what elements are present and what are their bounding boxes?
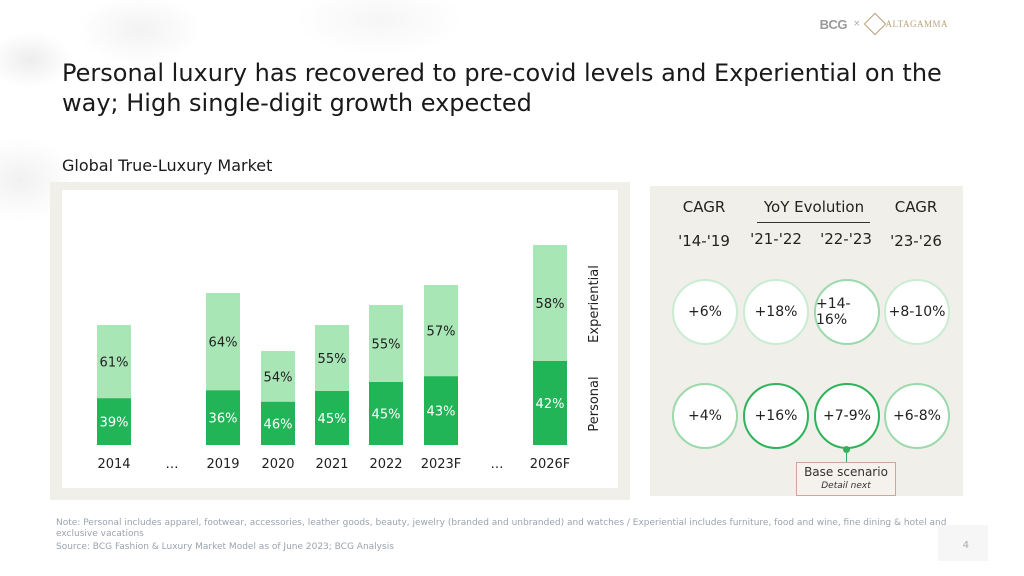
label-experiential-2019: 64% bbox=[209, 336, 238, 351]
x-tick-6: 2023F bbox=[421, 457, 462, 472]
label-experiential-2026F: 58% bbox=[536, 297, 565, 312]
bar-personal-2021 bbox=[315, 391, 349, 445]
bar-personal-2023F bbox=[424, 376, 458, 445]
stacked-bar-chart: 39% 61% 2014 … 36% 64% 2019 46% 54% 2020 45% 55% 202… bbox=[97, 245, 602, 472]
personal-yoy-21-22: +16% bbox=[743, 383, 809, 449]
bcg-logo: BCG bbox=[819, 16, 848, 32]
bar-experiential-2026F bbox=[533, 245, 567, 361]
chart-subtitle: Global True-Luxury Market bbox=[62, 156, 273, 175]
bar-experiential-2019 bbox=[206, 293, 240, 391]
label-experiential-2020: 54% bbox=[264, 370, 293, 385]
label-personal-2019: 36% bbox=[209, 412, 238, 427]
altagamma-mark-icon bbox=[863, 12, 886, 36]
altagamma-logo: ALTAGAMMA bbox=[863, 12, 948, 36]
bar-experiential-2022 bbox=[369, 305, 403, 382]
bar-personal-2019 bbox=[206, 390, 240, 445]
x-tick-1: … bbox=[166, 457, 179, 472]
bar-experiential-2021 bbox=[315, 325, 349, 391]
label-personal-2020: 46% bbox=[264, 417, 293, 432]
base-scenario-detail-link[interactable]: Detail next bbox=[821, 481, 871, 491]
label-experiential-2021: 55% bbox=[318, 352, 347, 367]
label-experiential-2022: 55% bbox=[372, 338, 401, 353]
bar-personal-2020 bbox=[261, 401, 295, 445]
cagr-left-header: CAGR bbox=[682, 198, 726, 216]
legend-personal: Personal bbox=[587, 376, 602, 431]
experiential-yoy-22-23: +14-16% bbox=[814, 279, 880, 345]
bar-experiential-2023F bbox=[424, 285, 458, 377]
bar-personal-2022 bbox=[369, 382, 403, 445]
source-line: Source: BCG Fashion & Luxury Market Mode… bbox=[56, 542, 394, 552]
label-personal-2026F: 42% bbox=[536, 397, 565, 412]
x-tick-3: 2020 bbox=[261, 457, 294, 472]
label-experiential-2014: 61% bbox=[100, 356, 129, 371]
label-personal-2022: 45% bbox=[372, 408, 401, 423]
bar-experiential-2014 bbox=[97, 325, 131, 399]
bar-personal-2026F bbox=[533, 361, 567, 445]
slide-title: Personal luxury has recovered to pre-cov… bbox=[62, 59, 942, 117]
x-tick-4: 2021 bbox=[315, 457, 348, 472]
yoy-header: YoY Evolution bbox=[763, 198, 865, 216]
label-experiential-2023F: 57% bbox=[427, 325, 456, 340]
page-number: 4 bbox=[962, 540, 969, 551]
x-tick-2: 2019 bbox=[206, 457, 239, 472]
x-tick-0: 2014 bbox=[97, 457, 130, 472]
page-number-box bbox=[938, 525, 988, 561]
yoy-underline bbox=[757, 222, 870, 223]
base-scenario-connector bbox=[846, 449, 847, 463]
label-personal-2014: 39% bbox=[100, 416, 129, 431]
base-scenario-callout[interactable]: Base scenario Detail next bbox=[796, 462, 896, 496]
cagr-right-header: CAGR bbox=[894, 198, 938, 216]
x-tick-8: 2026F bbox=[530, 457, 571, 472]
label-personal-2023F: 43% bbox=[427, 405, 456, 420]
personal-cagr-14-19: +4% bbox=[672, 383, 738, 449]
bar-personal-2014 bbox=[97, 398, 131, 445]
period-21-22: '21-'22 bbox=[750, 230, 802, 248]
x-tick-5: 2022 bbox=[369, 457, 402, 472]
base-scenario-title: Base scenario bbox=[804, 465, 888, 479]
x-tick-7: … bbox=[491, 457, 504, 472]
experiential-cagr-14-19: +6% bbox=[672, 279, 738, 345]
period-14-19: '14-'19 bbox=[678, 232, 730, 250]
legend-experiential: Experiential bbox=[587, 265, 602, 343]
period-23-26: '23-'26 bbox=[890, 232, 942, 250]
personal-yoy-22-23: +7-9% bbox=[814, 383, 880, 449]
bar-experiential-2020 bbox=[261, 351, 295, 402]
personal-cagr-23-26: +6-8% bbox=[884, 383, 950, 449]
experiential-yoy-21-22: +18% bbox=[743, 279, 809, 345]
label-personal-2021: 45% bbox=[318, 412, 347, 427]
altagamma-wordmark: ALTAGAMMA bbox=[885, 19, 948, 29]
logo-separator: × bbox=[853, 19, 861, 29]
logo-group: BCG × ALTAGAMMA bbox=[819, 12, 948, 36]
footnote: Note: Personal includes apparel, footwea… bbox=[56, 518, 947, 539]
period-22-23: '22-'23 bbox=[820, 230, 872, 248]
experiential-cagr-23-26: +8-10% bbox=[884, 279, 950, 345]
